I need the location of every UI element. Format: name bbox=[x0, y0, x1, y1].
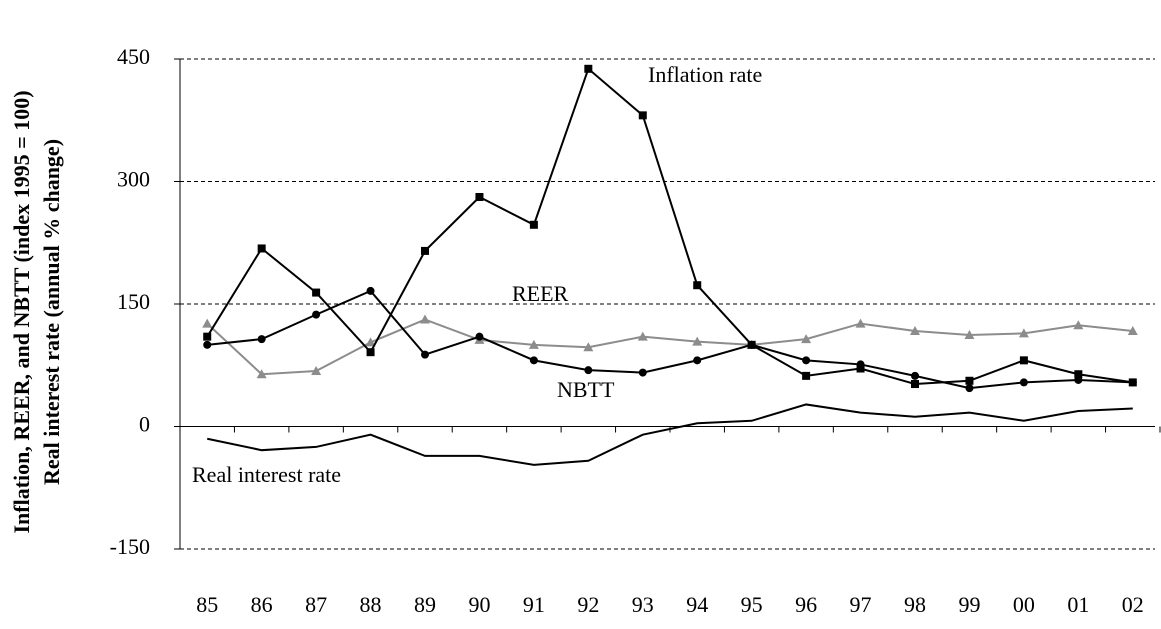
marker bbox=[856, 360, 865, 369]
x-tick-label: 94 bbox=[686, 592, 708, 617]
marker bbox=[1128, 378, 1137, 387]
marker bbox=[257, 335, 266, 344]
x-tick-label: 92 bbox=[577, 592, 599, 617]
series-label: NBTT bbox=[557, 377, 615, 402]
series-label: REER bbox=[512, 281, 569, 306]
marker bbox=[910, 325, 920, 335]
marker bbox=[475, 193, 484, 202]
marker bbox=[202, 318, 213, 328]
marker bbox=[475, 332, 484, 341]
marker bbox=[421, 350, 429, 359]
marker bbox=[203, 332, 212, 341]
x-tick-label: 98 bbox=[904, 592, 926, 617]
y-tick-label: 150 bbox=[117, 289, 150, 314]
y-tick-label: -150 bbox=[110, 534, 150, 559]
marker bbox=[203, 340, 212, 349]
x-tick-label: 93 bbox=[632, 592, 654, 617]
marker bbox=[257, 244, 266, 253]
marker bbox=[1127, 325, 1138, 335]
marker bbox=[528, 339, 539, 349]
series-line bbox=[206, 318, 1133, 376]
marker bbox=[911, 380, 919, 389]
marker bbox=[420, 314, 430, 324]
marker bbox=[584, 64, 593, 73]
x-tick-label: 89 bbox=[414, 592, 436, 617]
x-tick-label: 02 bbox=[1122, 592, 1144, 617]
y-tick-label: 450 bbox=[117, 44, 150, 69]
marker bbox=[366, 286, 375, 295]
marker bbox=[965, 384, 974, 393]
x-tick-label: 95 bbox=[741, 592, 763, 617]
series-line bbox=[207, 403, 1133, 466]
marker bbox=[637, 331, 648, 341]
marker bbox=[256, 369, 267, 379]
marker bbox=[1073, 320, 1084, 330]
marker bbox=[692, 336, 703, 346]
x-tick-label: 99 bbox=[958, 592, 980, 617]
x-tick-label: 96 bbox=[795, 592, 817, 617]
series-line bbox=[207, 289, 1133, 390]
x-tick-label: 88 bbox=[360, 592, 382, 617]
marker bbox=[802, 371, 811, 380]
marker bbox=[583, 342, 594, 352]
marker bbox=[1074, 375, 1083, 384]
marker bbox=[1074, 370, 1083, 379]
x-tick-label: 86 bbox=[251, 592, 273, 617]
marker bbox=[312, 310, 321, 319]
x-tick-label: 97 bbox=[850, 592, 872, 617]
marker bbox=[1018, 328, 1029, 338]
marker bbox=[747, 340, 756, 349]
marker bbox=[1019, 356, 1028, 365]
x-tick-label: 91 bbox=[523, 592, 545, 617]
x-tick-label: 87 bbox=[305, 592, 327, 617]
marker bbox=[529, 220, 538, 229]
marker bbox=[311, 365, 322, 375]
series-label: Inflation rate bbox=[648, 62, 762, 87]
y-axis-label: Inflation, REER, and NBTT (index 1995 = … bbox=[9, 90, 34, 533]
marker bbox=[802, 356, 811, 365]
series-line bbox=[206, 67, 1133, 386]
y-axis-label: Real interest rate (annual % change) bbox=[39, 139, 64, 485]
marker bbox=[964, 330, 975, 340]
x-tick-label: 01 bbox=[1067, 592, 1089, 617]
marker bbox=[1019, 378, 1028, 387]
marker bbox=[312, 288, 321, 297]
marker bbox=[801, 334, 812, 344]
marker bbox=[638, 111, 647, 120]
marker bbox=[529, 356, 538, 365]
marker bbox=[638, 368, 647, 377]
marker bbox=[365, 337, 376, 347]
marker bbox=[911, 371, 919, 380]
marker bbox=[366, 348, 375, 357]
x-tick-label: 85 bbox=[196, 592, 218, 617]
marker bbox=[693, 356, 702, 365]
y-tick-label: 300 bbox=[117, 167, 150, 192]
marker bbox=[693, 281, 702, 290]
marker bbox=[855, 318, 866, 328]
series-label: Real interest rate bbox=[192, 462, 341, 487]
marker bbox=[421, 246, 429, 255]
x-tick-label: 00 bbox=[1013, 592, 1035, 617]
marker bbox=[965, 376, 974, 385]
marker bbox=[856, 364, 865, 373]
y-tick-label: 0 bbox=[139, 412, 150, 437]
marker bbox=[584, 366, 593, 375]
x-tick-label: 90 bbox=[468, 592, 490, 617]
